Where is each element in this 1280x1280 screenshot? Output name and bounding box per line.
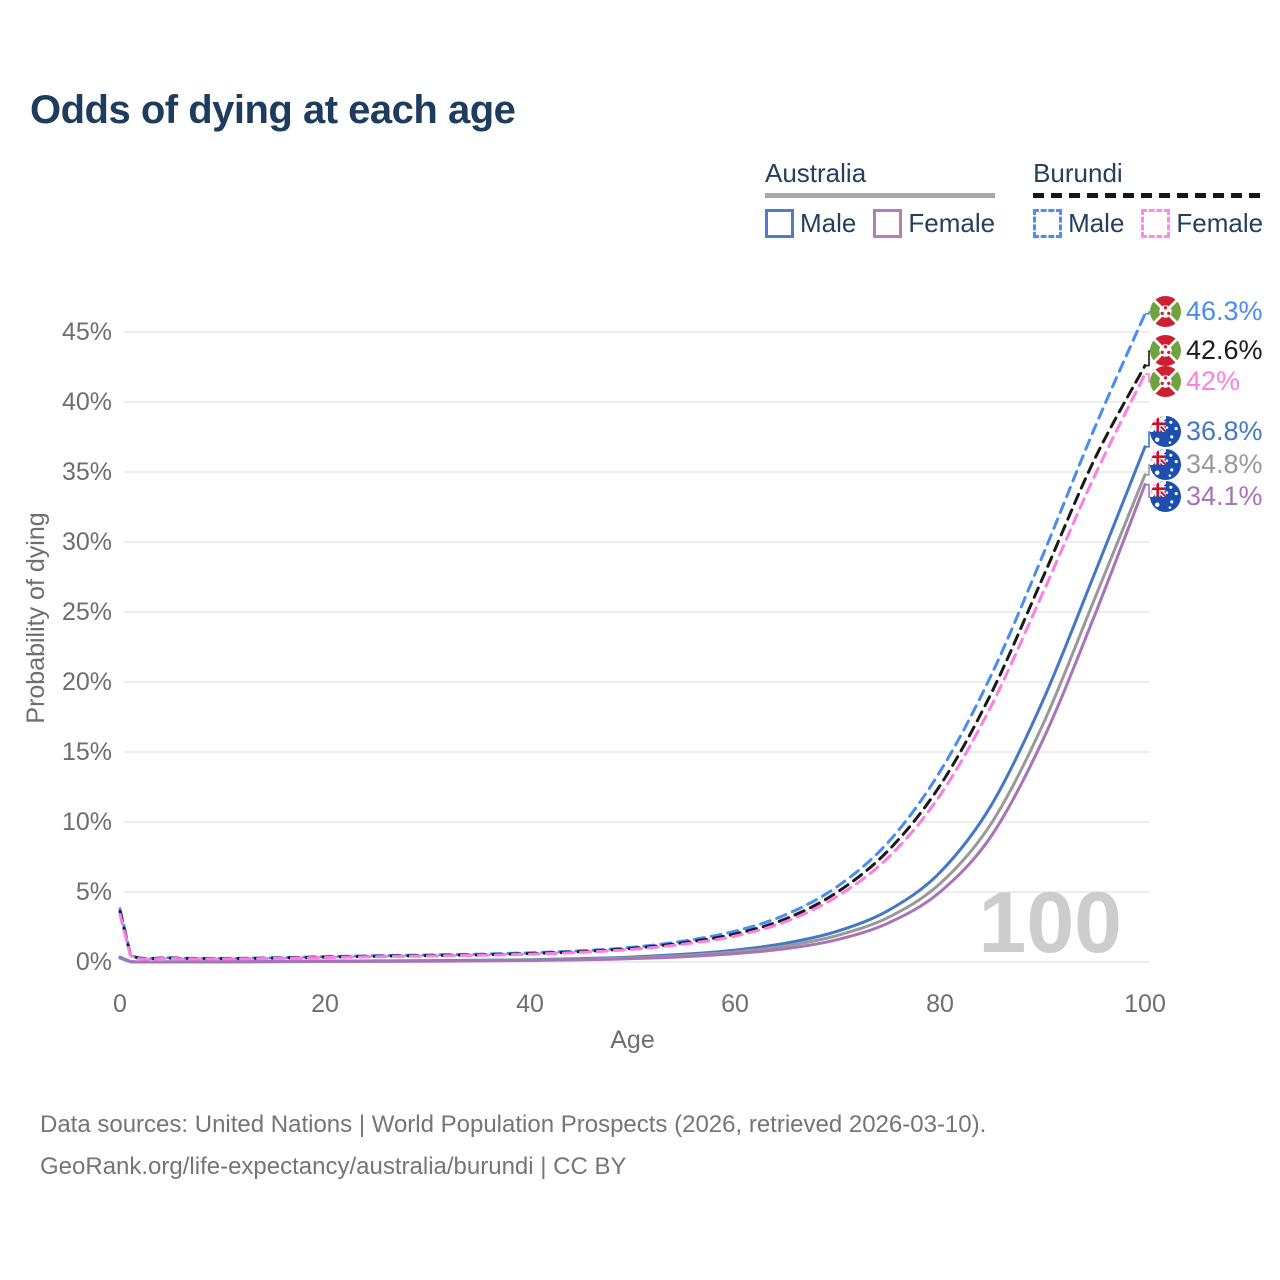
australia-line-swatch: [765, 193, 996, 198]
y-tick-label: 0%: [76, 948, 112, 976]
x-tick-label: 80: [926, 990, 954, 1018]
legend: Australia Male Female Burundi Male: [765, 158, 1264, 239]
y-tick-label: 30%: [62, 528, 112, 556]
end-label-burundi: 42.6%: [1150, 335, 1263, 366]
burundi-male-swatch-icon[interactable]: [1033, 209, 1063, 238]
x-tick-label: 0: [113, 990, 127, 1018]
legend-item-burundi-male[interactable]: Male: [1033, 208, 1124, 239]
y-tick-label: 35%: [62, 458, 112, 486]
end-label-value: 36.8%: [1186, 416, 1263, 446]
end-label-value: 42.6%: [1186, 335, 1263, 365]
end-label-australia-female: 34.1%: [1150, 481, 1263, 512]
end-label-australia: 34.8%: [1150, 449, 1263, 480]
legend-group-burundi: Burundi Male Female: [1033, 158, 1264, 239]
x-axis-title: Age: [610, 1026, 654, 1054]
x-tick-label: 40: [516, 990, 544, 1018]
x-tick-label: 60: [721, 990, 749, 1018]
end-label-value: 46.3%: [1186, 296, 1263, 326]
page-title: Odds of dying at each age: [30, 88, 516, 132]
y-tick-label: 45%: [62, 318, 112, 346]
australia-male-swatch-icon[interactable]: [765, 209, 794, 238]
end-label-value: 34.8%: [1186, 449, 1263, 479]
series-line-australia-female[interactable]: [118, 483, 1147, 964]
y-axis-title: Probability of dying: [22, 512, 50, 723]
y-tick-label: 15%: [62, 738, 112, 766]
y-tick-label: 40%: [62, 388, 112, 416]
x-tick-label: 20: [311, 990, 339, 1018]
y-tick-label: 25%: [62, 598, 112, 626]
legend-header-australia: Australia: [765, 158, 867, 188]
legend-items-burundi: Male Female: [1033, 208, 1263, 239]
legend-item-australia-male[interactable]: Male: [765, 208, 856, 239]
series-line-burundi-female[interactable]: [118, 372, 1147, 961]
series-line-burundi[interactable]: [118, 364, 1147, 961]
legend-item-australia-female[interactable]: Female: [873, 208, 995, 239]
legend-label: Male: [800, 208, 857, 238]
legend-items-australia: Male Female: [765, 208, 995, 239]
series-line-burundi-male[interactable]: [118, 312, 1147, 960]
legend-group-australia: Australia Male Female: [765, 158, 996, 239]
legend-item-burundi-female[interactable]: Female: [1141, 208, 1263, 239]
australia-flag-icon: [1150, 481, 1181, 512]
end-label-burundi-male: 46.3%: [1150, 296, 1263, 327]
australia-flag-icon: [1150, 416, 1181, 447]
end-label-burundi-female: 42%: [1150, 366, 1240, 397]
data-source-line: Data sources: United Nations | World Pop…: [40, 1111, 987, 1138]
australia-flag-icon: [1150, 449, 1181, 480]
burundi-flag-icon: [1150, 366, 1181, 397]
australia-female-swatch-icon[interactable]: [873, 209, 903, 238]
attribution-line: GeoRank.org/life-expectancy/australia/bu…: [40, 1153, 627, 1180]
burundi-flag-icon: [1150, 335, 1181, 366]
legend-label: Female: [908, 208, 996, 238]
age-watermark: 100: [979, 875, 1123, 971]
y-tick-label: 20%: [62, 668, 112, 696]
y-tick-label: 10%: [62, 808, 112, 836]
burundi-female-swatch-icon[interactable]: [1141, 209, 1171, 238]
burundi-line-swatch: [1033, 193, 1264, 198]
x-tick-label: 100: [1124, 990, 1166, 1018]
y-tick-label: 5%: [76, 878, 112, 906]
end-label-australia-male: 36.8%: [1150, 416, 1263, 447]
footer: Data sources: United Nations | World Pop…: [40, 1104, 986, 1188]
burundi-flag-icon: [1150, 296, 1181, 327]
end-label-value: 42%: [1186, 366, 1241, 396]
legend-label: Female: [1176, 208, 1264, 238]
legend-label: Male: [1068, 208, 1125, 238]
line-chart: 0% 5% 10% 15% 20% 25% 30% 35% 40% 45% 0 20 40 60 80 100…: [22, 311, 1166, 1054]
end-label-value: 34.1%: [1186, 481, 1263, 511]
legend-header-burundi: Burundi: [1033, 158, 1123, 188]
